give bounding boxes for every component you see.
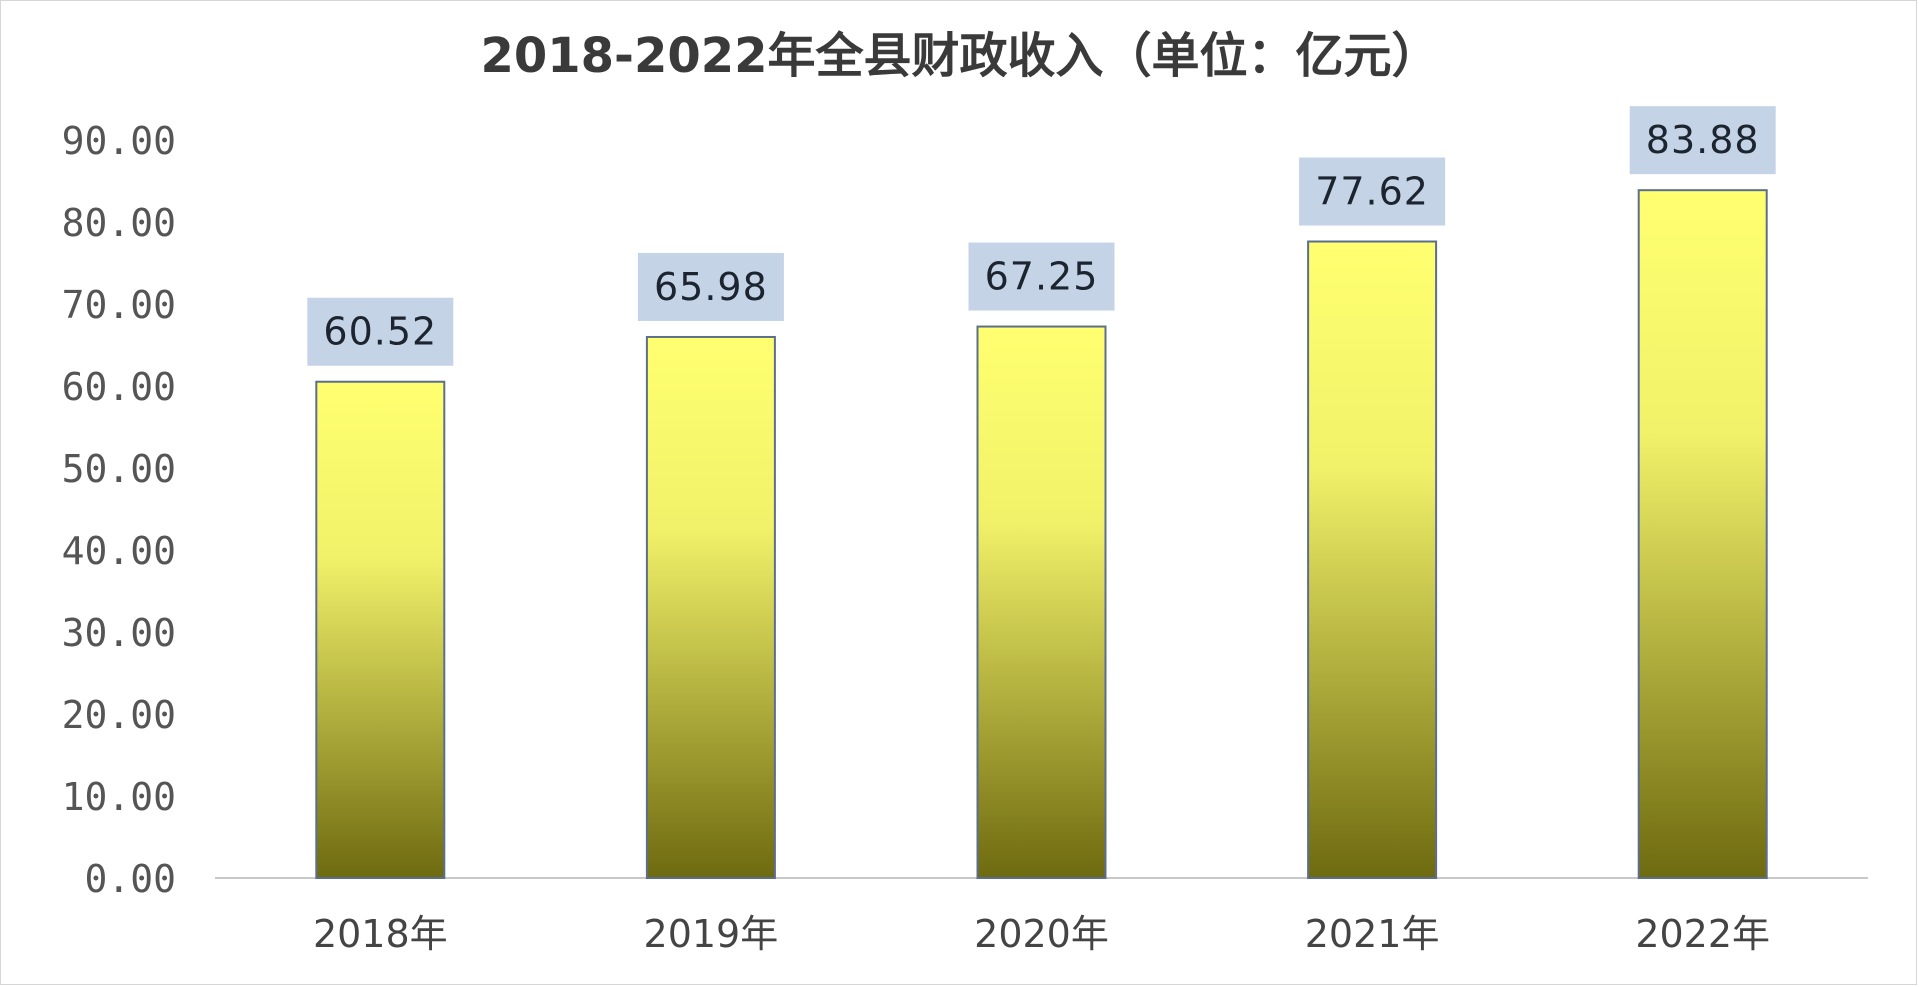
y-tick-label: 90.00 [62,119,176,163]
y-tick-label: 40.00 [62,529,176,573]
y-tick-label: 10.00 [62,775,176,819]
data-label: 83.88 [1646,118,1760,162]
x-tick-label: 2021年 [1305,912,1440,956]
data-label-box [1299,157,1446,226]
x-axis-ticks: 2018年 2019年 2020年 2021年 2022年 [313,912,1770,956]
y-tick-label: 80.00 [62,201,176,245]
bar [1307,240,1438,880]
data-label-box [968,242,1115,311]
data-label: 65.98 [654,265,768,309]
data-label-box [637,252,784,321]
x-tick-label: 2022年 [1635,912,1770,956]
y-tick-label: 60.00 [62,365,176,409]
bar [1637,189,1768,879]
x-tick-label: 2018年 [313,912,448,956]
y-tick-label: 20.00 [62,693,176,737]
bar [645,335,776,879]
x-tick-label: 2020年 [974,912,1109,956]
data-label: 60.52 [323,310,437,354]
data-label-box [1629,106,1776,175]
data-labels: 60.52 65.98 67.25 77.62 83.88 [307,106,1776,366]
y-tick-label: 70.00 [62,283,176,327]
data-label-box [307,297,454,366]
bar [976,325,1107,879]
bar [315,380,446,879]
data-label: 67.25 [985,255,1099,299]
y-tick-label: 30.00 [62,611,176,655]
y-tick-label: 0.00 [84,857,176,901]
y-tick-label: 50.00 [62,447,176,491]
data-label: 77.62 [1315,170,1429,214]
y-axis-ticks: 0.00 10.00 20.00 30.00 40.00 50.00 60.00 70.00 8… [62,119,176,901]
bars [315,189,1768,880]
chart-title: 2018-2022年全县财政收入（单位：亿元） [480,28,1439,84]
x-tick-label: 2019年 [644,912,779,956]
